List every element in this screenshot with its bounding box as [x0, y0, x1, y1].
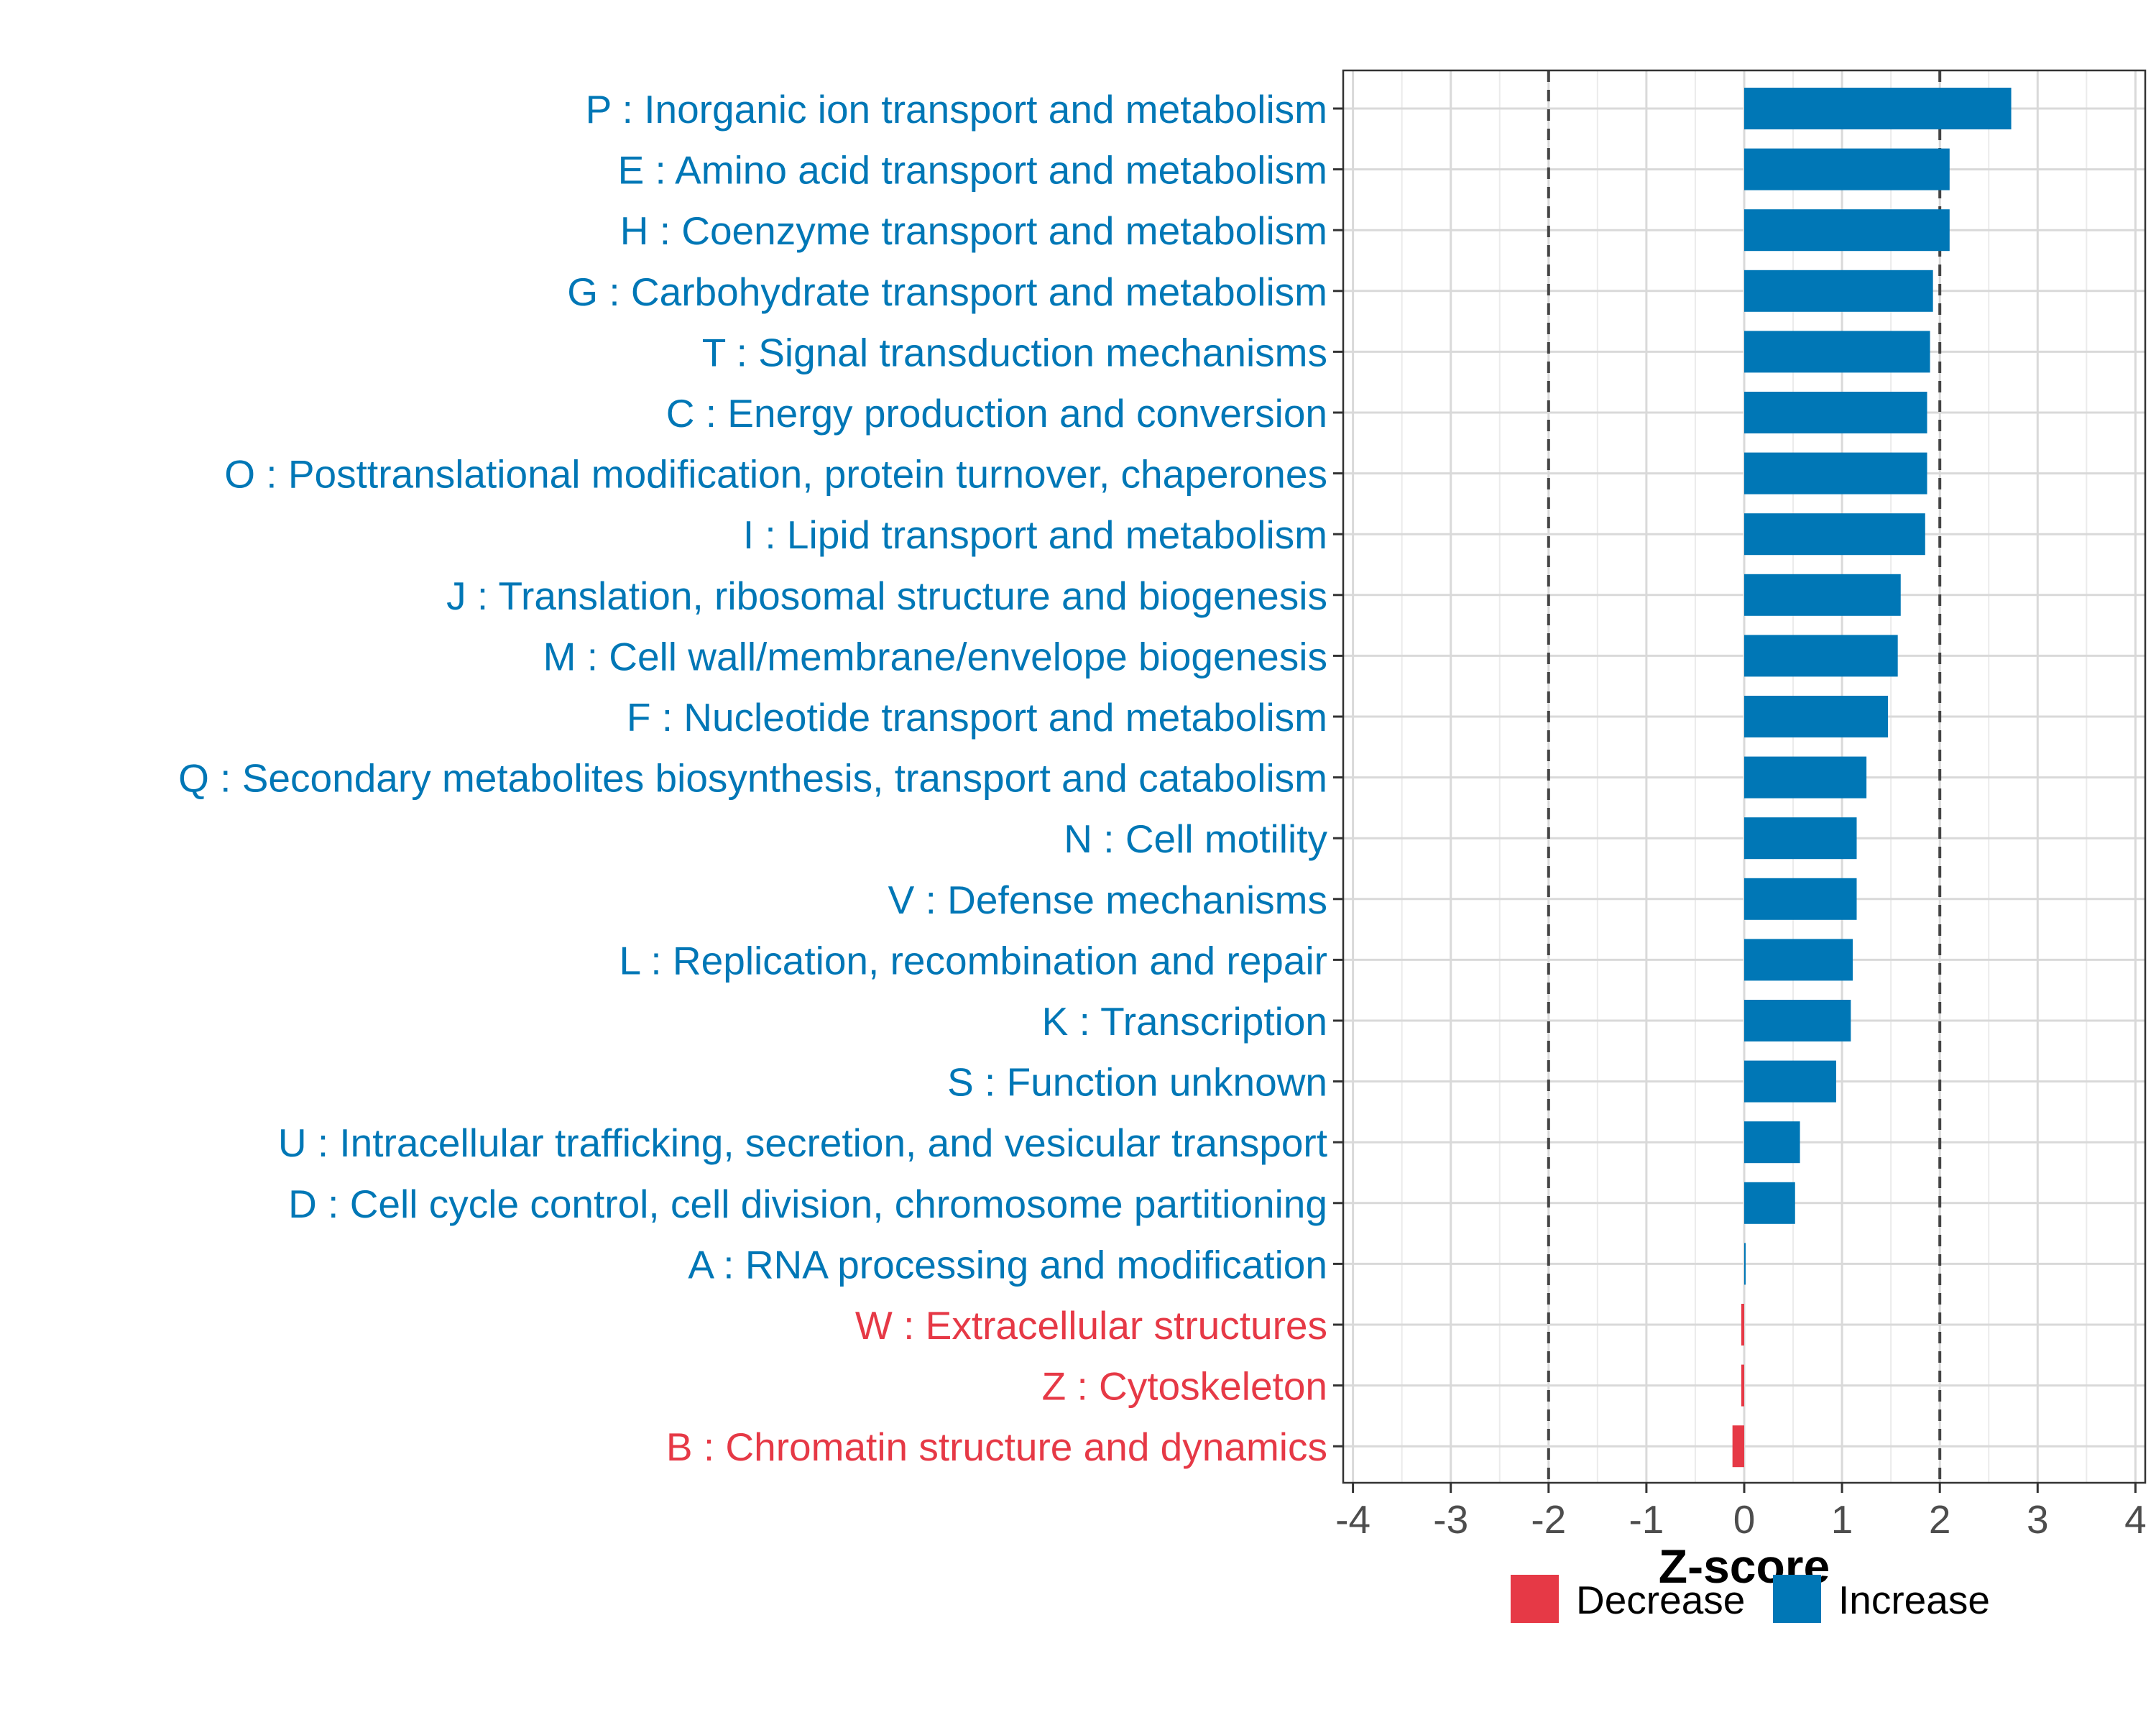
- bar: [1744, 756, 1867, 799]
- bar: [1744, 88, 2012, 129]
- x-tick-label: -2: [1531, 1497, 1566, 1542]
- x-tick-label: 0: [1733, 1497, 1756, 1542]
- legend-label: Increase: [1838, 1578, 1990, 1622]
- category-label: Q : Secondary metabolites biosynthesis, …: [178, 756, 1327, 801]
- category-label: K : Transcription: [1042, 999, 1327, 1044]
- category-label: I : Lipid transport and metabolism: [743, 512, 1327, 557]
- x-tick-label: -3: [1433, 1497, 1468, 1542]
- category-label: H : Coenzyme transport and metabolism: [620, 208, 1327, 253]
- bar: [1744, 696, 1889, 737]
- category-label: E : Amino acid transport and metabolism: [618, 148, 1327, 193]
- x-tick-label: 4: [2124, 1497, 2147, 1542]
- bar: [1744, 1243, 1746, 1285]
- category-label: V : Defense mechanisms: [888, 878, 1327, 922]
- bar: [1744, 574, 1901, 616]
- category-label: U : Intracellular trafficking, secretion…: [278, 1121, 1327, 1165]
- legend: Decrease Increase: [1511, 1575, 1990, 1623]
- legend-swatch: [1511, 1575, 1559, 1623]
- bar: [1744, 939, 1853, 981]
- category-label: J : Translation, ribosomal structure and…: [446, 574, 1327, 618]
- category-label: M : Cell wall/membrane/envelope biogenes…: [543, 634, 1327, 678]
- bar: [1744, 1060, 1836, 1103]
- bar: [1744, 452, 1927, 494]
- category-label: B : Chromatin structure and dynamics: [666, 1425, 1327, 1469]
- category-label: G : Carbohydrate transport and metabolis…: [567, 270, 1327, 314]
- bar: [1744, 270, 1933, 312]
- category-label: C : Energy production and conversion: [666, 391, 1327, 436]
- bar: [1744, 635, 1898, 677]
- x-tick-label: 3: [2027, 1497, 2049, 1542]
- bar: [1744, 817, 1857, 860]
- bar: [1744, 878, 1857, 920]
- legend-label: Decrease: [1576, 1578, 1745, 1622]
- category-label: F : Nucleotide transport and metabolism: [627, 695, 1327, 740]
- category-label: N : Cell motility: [1064, 816, 1327, 861]
- bar: [1732, 1425, 1744, 1468]
- x-tick-label: 1: [1831, 1497, 1853, 1542]
- x-tick-label: -1: [1628, 1497, 1664, 1542]
- bar: [1744, 1182, 1795, 1224]
- category-label: A : RNA processing and modification: [688, 1242, 1327, 1287]
- y-axis: P : Inorganic ion transport and metaboli…: [178, 87, 1343, 1469]
- reference-lines: [1547, 70, 1942, 1483]
- bar: [1741, 1364, 1744, 1407]
- bar: [1744, 1121, 1800, 1164]
- category-label: W : Extracellular structures: [855, 1303, 1327, 1348]
- category-label: T : Signal transduction mechanisms: [702, 330, 1327, 374]
- category-label: L : Replication, recombination and repai…: [619, 938, 1327, 983]
- category-label: P : Inorganic ion transport and metaboli…: [586, 87, 1327, 132]
- category-label: O : Posttranslational modification, prot…: [224, 452, 1327, 497]
- legend-swatch: [1773, 1575, 1821, 1623]
- bar: [1744, 209, 1950, 252]
- category-label: S : Function unknown: [947, 1060, 1327, 1105]
- bar: [1744, 513, 1925, 556]
- bar: [1741, 1304, 1744, 1346]
- bar: [1744, 1000, 1851, 1041]
- bar: [1744, 392, 1927, 433]
- category-label: Z : Cytoskeleton: [1042, 1364, 1327, 1409]
- x-tick-label: -4: [1335, 1497, 1370, 1542]
- bar: [1744, 148, 1950, 190]
- x-axis: -4 -3 -2 -1 0 1 2 3 4: [1335, 1483, 2147, 1542]
- x-tick-label: 2: [1929, 1497, 1951, 1542]
- category-label: D : Cell cycle control, cell division, c…: [288, 1182, 1327, 1226]
- bars: [1732, 88, 2012, 1468]
- bar: [1744, 331, 1930, 373]
